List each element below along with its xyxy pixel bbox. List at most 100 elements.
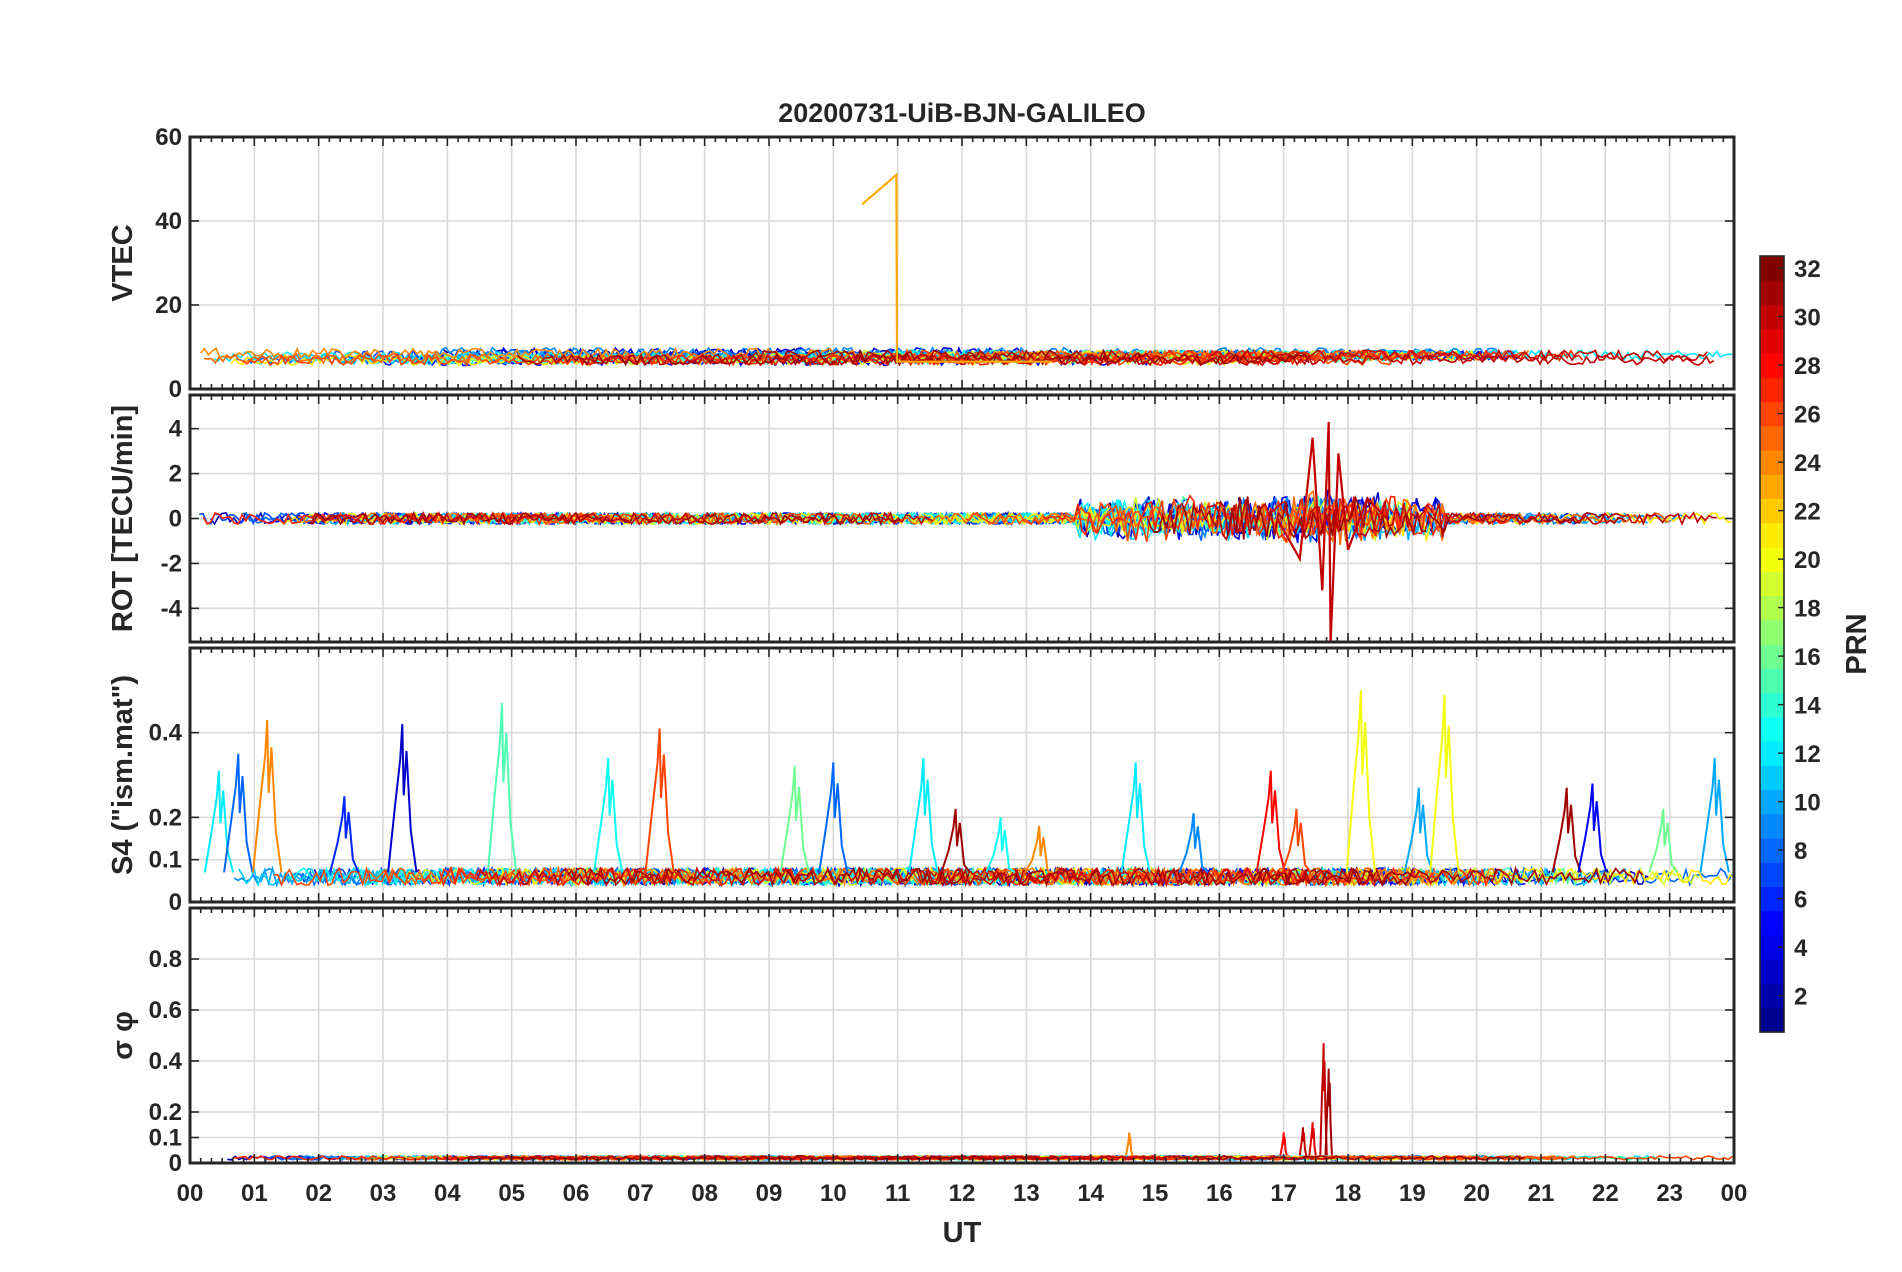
y-tick-label: 40 [155, 208, 182, 235]
peak-22 [1577, 783, 1608, 873]
x-tick-label: 21 [1528, 1180, 1555, 1207]
colorbar-segment [1760, 328, 1784, 354]
x-tick-label: 03 [370, 1180, 397, 1207]
peak-16 [1255, 770, 1286, 873]
colorbar-tick-label: 10 [1794, 790, 1821, 817]
peak-10 [908, 758, 939, 873]
colorbar-label: PRN [1841, 613, 1873, 674]
colorbar-segment [1760, 862, 1784, 888]
x-tick-label: 07 [627, 1180, 654, 1207]
panel-3: 0 0.1 0.2 0.4 S4 ("ism.mat") [107, 646, 1736, 916]
y-tick-label: 0.8 [149, 946, 182, 973]
colorbar-frame [1759, 255, 1785, 1033]
peak-18 [1345, 690, 1376, 873]
colorbar-segment [1760, 813, 1784, 839]
x-tick-label: 23 [1656, 1180, 1683, 1207]
series-prn-31-b [748, 348, 1151, 363]
x-tick-label: 17 [1270, 1180, 1297, 1207]
colorbar-tick-label: 26 [1794, 402, 1821, 429]
series-prn-8-b [1337, 865, 1733, 888]
series-prn-27-b [1042, 494, 1515, 543]
colorbar-segment [1760, 280, 1784, 306]
x-tick-label: 15 [1142, 1180, 1169, 1207]
x-tick-label: 02 [305, 1180, 332, 1207]
series-prn-31 [468, 1155, 1060, 1161]
colorbar-tick-label: 30 [1794, 305, 1821, 332]
y-tick-label: -2 [161, 550, 182, 577]
peak-5 [1125, 1132, 1134, 1156]
y-tick-label: 4 [169, 416, 183, 443]
peak-19 [1403, 787, 1434, 873]
peak-0 [1279, 1132, 1288, 1156]
x-tick-label: 16 [1206, 1180, 1233, 1207]
y-tick-label: 0.6 [149, 997, 182, 1024]
y-tick-label: 0.2 [149, 1099, 182, 1126]
panel-4: 00.10.2 0.4 0.6 0.8 σ φ [107, 906, 1736, 1177]
series-prn-19-b [1254, 866, 1700, 888]
peak-1 [223, 753, 254, 873]
series-prn-31-b [1146, 494, 1627, 540]
y-tick-label: 0.4 [149, 1048, 183, 1075]
series-prn-31 [309, 510, 901, 527]
x-tick-label: 12 [949, 1180, 976, 1207]
peak-4 [387, 724, 418, 873]
peak-11 [940, 808, 971, 873]
series-prn-27 [202, 510, 610, 527]
y-tick-label: -4 [161, 595, 183, 622]
peak-17 [1281, 808, 1312, 873]
colorbar-tick-label: 32 [1794, 256, 1821, 283]
y-axis-label: σ φ [107, 1011, 139, 1060]
y-tick-label: 2 [169, 461, 182, 488]
peak-15 [1178, 812, 1209, 874]
colorbar-segment [1760, 910, 1784, 936]
colorbar-segment [1760, 474, 1784, 500]
chart-title: 20200731-UiB-BJN-GALILEO [778, 98, 1146, 128]
x-axis-label: UT [943, 1217, 982, 1249]
peak-13 [1024, 825, 1054, 874]
y-axis-label: VTEC [107, 224, 139, 301]
peak-20 [1429, 694, 1460, 873]
colorbar-tick-label: 28 [1794, 353, 1821, 380]
peak-24 [1699, 758, 1730, 873]
series-group [199, 421, 1732, 642]
series-prn-26-b [898, 348, 1429, 362]
colorbar-segment [1760, 765, 1784, 791]
colorbar-segment [1760, 377, 1784, 403]
peak-2 [1308, 1122, 1317, 1156]
peak-0 [203, 770, 235, 873]
y-tick-label: 0 [169, 889, 182, 916]
y-tick-label: 60 [155, 124, 182, 151]
colorbar-tick-label: 4 [1794, 935, 1808, 962]
x-tick-label: 14 [1077, 1180, 1104, 1207]
x-tick-label: 00 [1721, 1180, 1748, 1207]
peak-9 [818, 762, 849, 873]
series-group [200, 172, 1733, 367]
colorbar-segment [1760, 716, 1784, 742]
x-tick-label: 08 [691, 1180, 718, 1207]
colorbar-tick-label: 8 [1794, 838, 1807, 865]
peak-23 [1648, 808, 1679, 873]
y-tick-label: 0.2 [149, 804, 182, 831]
colorbar-segment [1760, 668, 1784, 694]
peak-6 [593, 758, 624, 873]
peak-8 [779, 766, 810, 873]
colorbar-segment [1760, 1007, 1784, 1033]
y-tick-label: 0.1 [149, 847, 182, 874]
y-tick-label: 0 [169, 376, 182, 403]
x-tick-label: 10 [820, 1180, 847, 1207]
series-prn-30 [476, 865, 1080, 888]
colorbar-segment [1760, 959, 1784, 985]
x-tick-label: 00 [177, 1180, 204, 1207]
x-tick-label: 22 [1592, 1180, 1619, 1207]
colorbar-tick-label: 18 [1794, 596, 1821, 623]
peak-3 [329, 796, 360, 873]
y-tick-label: 0 [169, 1150, 182, 1177]
y-tick-label: 20 [155, 292, 182, 319]
colorbar-segment [1760, 571, 1784, 597]
colorbar-segment [1760, 619, 1784, 645]
colorbar-tick-label: 16 [1794, 644, 1821, 671]
peak-4 [1324, 1068, 1333, 1156]
x-tick-label: 09 [756, 1180, 783, 1207]
peak-1 [1298, 1127, 1308, 1156]
